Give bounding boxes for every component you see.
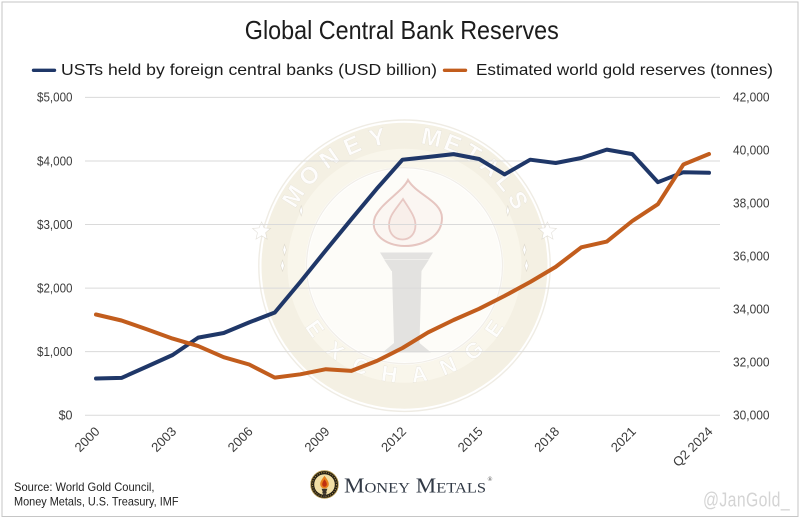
- svg-text:32,000: 32,000: [733, 355, 770, 369]
- svg-text:Estimated world gold reserves: Estimated world gold reserves (tonnes): [476, 62, 773, 79]
- svg-text:$2,000: $2,000: [37, 281, 73, 295]
- svg-text:34,000: 34,000: [733, 302, 770, 316]
- svg-text:$5,000: $5,000: [37, 91, 73, 105]
- svg-text:$3,000: $3,000: [37, 218, 73, 232]
- svg-text:Money Metals, U.S. Treasury, I: Money Metals, U.S. Treasury, IMF: [14, 495, 179, 509]
- svg-text:$1,000: $1,000: [37, 345, 73, 359]
- svg-text:A: A: [410, 361, 429, 388]
- svg-text:42,000: 42,000: [733, 91, 770, 105]
- svg-text:®: ®: [488, 476, 493, 483]
- svg-text:@JanGold_: @JanGold_: [703, 490, 790, 512]
- svg-text:$0: $0: [59, 409, 73, 423]
- svg-text:Y: Y: [367, 123, 388, 153]
- svg-text:38,000: 38,000: [733, 197, 770, 211]
- svg-text:40,000: 40,000: [733, 144, 770, 158]
- svg-text:36,000: 36,000: [733, 250, 770, 264]
- svg-text:H: H: [380, 361, 399, 388]
- svg-text:Global Central Bank Reserves: Global Central Bank Reserves: [245, 15, 559, 45]
- svg-text:Source: World Gold Council,: Source: World Gold Council,: [14, 480, 155, 494]
- svg-text:$4,000: $4,000: [37, 154, 73, 168]
- svg-text:USTs held by foreign central b: USTs held by foreign central banks (USD …: [61, 62, 437, 79]
- svg-text:Money Metals: Money Metals: [344, 474, 486, 498]
- svg-text:30,000: 30,000: [733, 408, 770, 422]
